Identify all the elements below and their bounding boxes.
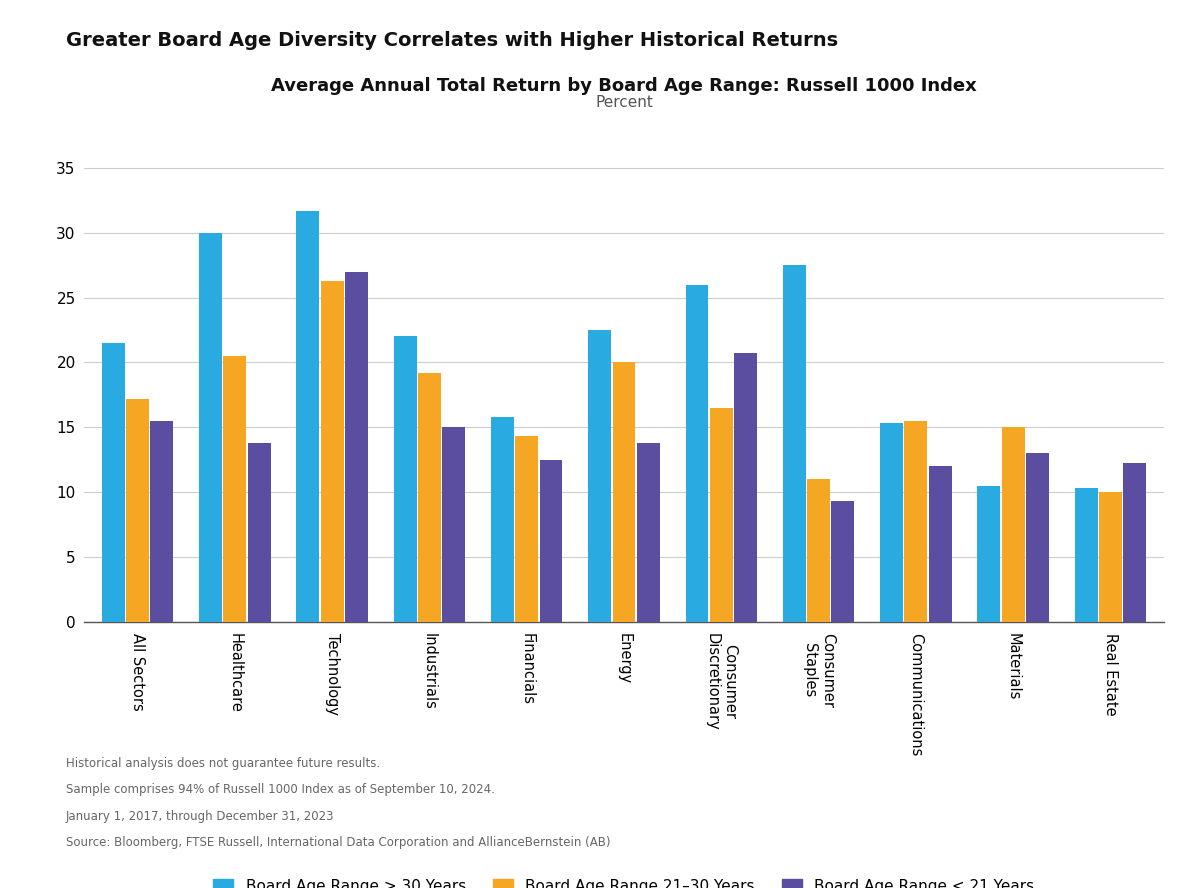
Text: January 1, 2017, through December 31, 2023: January 1, 2017, through December 31, 20… <box>66 810 335 823</box>
Text: Percent: Percent <box>595 95 653 110</box>
Bar <box>978 486 1001 622</box>
Bar <box>710 408 733 622</box>
Bar <box>320 281 343 622</box>
Bar <box>588 330 611 622</box>
Bar <box>782 266 805 622</box>
Bar <box>394 337 416 622</box>
Bar <box>1002 427 1025 622</box>
Bar <box>418 373 440 622</box>
Bar <box>1123 464 1146 622</box>
Bar <box>247 443 270 622</box>
Bar <box>102 343 125 622</box>
Bar <box>734 353 757 622</box>
Bar <box>685 285 708 622</box>
Bar <box>346 272 368 622</box>
Text: Historical analysis does not guarantee future results.: Historical analysis does not guarantee f… <box>66 757 380 770</box>
Bar <box>808 479 830 622</box>
Bar <box>905 421 928 622</box>
Bar <box>612 362 636 622</box>
Bar <box>199 233 222 622</box>
Bar <box>491 416 514 622</box>
Bar <box>223 356 246 622</box>
Text: Average Annual Total Return by Board Age Range: Russell 1000 Index: Average Annual Total Return by Board Age… <box>271 77 977 95</box>
Bar <box>296 210 319 622</box>
Bar <box>929 466 952 622</box>
Legend: Board Age Range > 30 Years, Board Age Range 21–30 Years, Board Age Range < 21 Ye: Board Age Range > 30 Years, Board Age Ra… <box>214 878 1034 888</box>
Bar <box>637 443 660 622</box>
Bar <box>126 399 149 622</box>
Text: Source: Bloomberg, FTSE Russell, International Data Corporation and AllianceBern: Source: Bloomberg, FTSE Russell, Interna… <box>66 836 611 850</box>
Bar <box>150 421 173 622</box>
Bar <box>1026 453 1049 622</box>
Text: Greater Board Age Diversity Correlates with Higher Historical Returns: Greater Board Age Diversity Correlates w… <box>66 31 838 50</box>
Bar <box>880 424 902 622</box>
Bar <box>1075 488 1098 622</box>
Bar <box>832 501 854 622</box>
Bar <box>515 436 538 622</box>
Bar <box>540 460 563 622</box>
Bar <box>443 427 466 622</box>
Text: Sample comprises 94% of Russell 1000 Index as of September 10, 2024.: Sample comprises 94% of Russell 1000 Ind… <box>66 783 494 797</box>
Bar <box>1099 492 1122 622</box>
